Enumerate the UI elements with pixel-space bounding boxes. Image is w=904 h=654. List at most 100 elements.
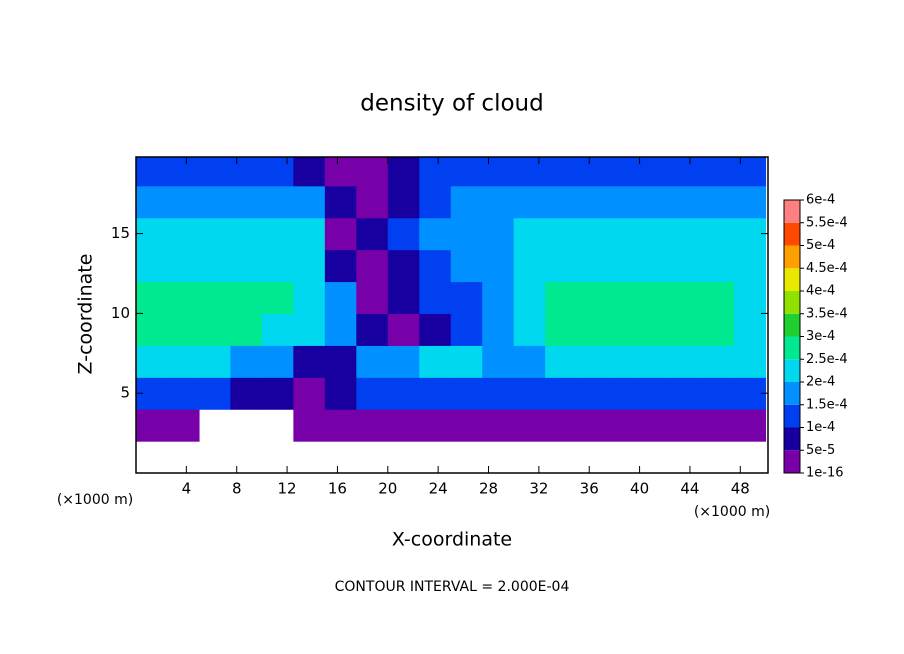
field-cell (545, 185, 578, 219)
x-tick-label: 8 (232, 480, 242, 498)
x-tick-label: 32 (529, 480, 548, 498)
field-cell (734, 345, 767, 378)
field-cell (387, 313, 420, 346)
y-axis-label: Z-coordinate (75, 254, 97, 375)
field-cell (293, 377, 326, 410)
colorbar-segment (784, 268, 800, 291)
field-cell (734, 249, 767, 283)
field-cell (261, 345, 294, 378)
field-cell (734, 313, 767, 346)
field-cell (702, 217, 735, 251)
footnote: CONTOUR INTERVAL = 2.000E-04 (335, 579, 570, 595)
field-cell (545, 345, 578, 378)
field-cell (387, 157, 420, 187)
field-cell (261, 217, 294, 251)
field-cell (702, 185, 735, 219)
field-cell (324, 157, 357, 187)
field-cell (639, 185, 672, 219)
field-cell (702, 249, 735, 283)
field-cell (419, 345, 452, 378)
x-tick-label: 48 (731, 480, 750, 498)
field-cell (450, 345, 483, 378)
field-cell (734, 185, 767, 219)
field-cell (293, 249, 326, 283)
x-tick-label: 44 (680, 480, 699, 498)
field-cell (261, 377, 294, 410)
field-cell (545, 217, 578, 251)
colorbar-tick-label: 3.5e-4 (806, 306, 848, 321)
field-cell (639, 281, 672, 315)
field-cell (450, 157, 483, 187)
field-cell (608, 217, 641, 251)
field-cell (482, 157, 515, 187)
field-cell (576, 281, 609, 315)
field-cell (545, 249, 578, 283)
field-cell (356, 313, 389, 346)
field-cell (450, 377, 483, 410)
field-cell (671, 157, 704, 187)
field-cell (734, 377, 767, 410)
y-tick-label: 10 (111, 304, 130, 322)
field-cell (671, 217, 704, 251)
colorbar-segment (784, 450, 800, 473)
colorbar-segment (784, 382, 800, 405)
field-cell (387, 377, 420, 410)
field-cell (230, 281, 263, 315)
field-cell (482, 217, 515, 251)
field-cell (324, 249, 357, 283)
colorbar-tick-label: 1e-16 (806, 466, 844, 481)
field-cell (324, 377, 357, 410)
field-cell (545, 157, 578, 187)
field-cell (513, 281, 546, 315)
field-cell (419, 377, 452, 410)
field-cell (513, 377, 546, 410)
x-axis-label: X-coordinate (392, 529, 512, 551)
field-cell (608, 409, 641, 442)
field-cell (261, 281, 294, 315)
colorbar-segment (784, 222, 800, 246)
field-cell (482, 313, 515, 346)
field-cell (167, 157, 200, 187)
field-cell (450, 281, 483, 315)
field-cell (198, 281, 232, 315)
field-cell (608, 377, 641, 410)
field-cell (671, 313, 704, 346)
chart-title: density of cloud (360, 91, 543, 117)
field-cell (230, 345, 263, 378)
field-cell (167, 249, 200, 283)
field-cell (387, 249, 420, 283)
colorbar-tick-label: 5e-5 (806, 443, 835, 458)
field-cell (198, 377, 232, 410)
field-cell (702, 313, 735, 346)
field-cell (513, 185, 546, 219)
field-cell (387, 281, 420, 315)
field-cell (167, 345, 200, 378)
field-cell (576, 249, 609, 283)
field-cell (702, 409, 735, 442)
field-cell (482, 281, 515, 315)
field-cell (513, 409, 546, 442)
x-tick-label: 28 (479, 480, 498, 498)
field-cell (356, 345, 389, 378)
field-cell (671, 281, 704, 315)
field-cell (324, 281, 357, 315)
y-tick-label: 5 (120, 384, 130, 402)
field-cell (356, 409, 389, 442)
field-cell (293, 281, 326, 315)
field-cell (734, 217, 767, 251)
x-unit: (×1000 m) (694, 504, 770, 520)
field-cell (671, 249, 704, 283)
field-cell (324, 345, 357, 378)
field-cell (198, 185, 232, 219)
field-cell (608, 249, 641, 283)
field-cell (482, 409, 515, 442)
field-cell (356, 377, 389, 410)
colorbar-tick-label: 4.5e-4 (806, 261, 848, 276)
field-cell (293, 185, 326, 219)
field-cell (639, 249, 672, 283)
field-cell (702, 345, 735, 378)
field-cell (545, 313, 578, 346)
field-cell (450, 185, 483, 219)
field-cell (230, 185, 263, 219)
field-cell (419, 157, 452, 187)
